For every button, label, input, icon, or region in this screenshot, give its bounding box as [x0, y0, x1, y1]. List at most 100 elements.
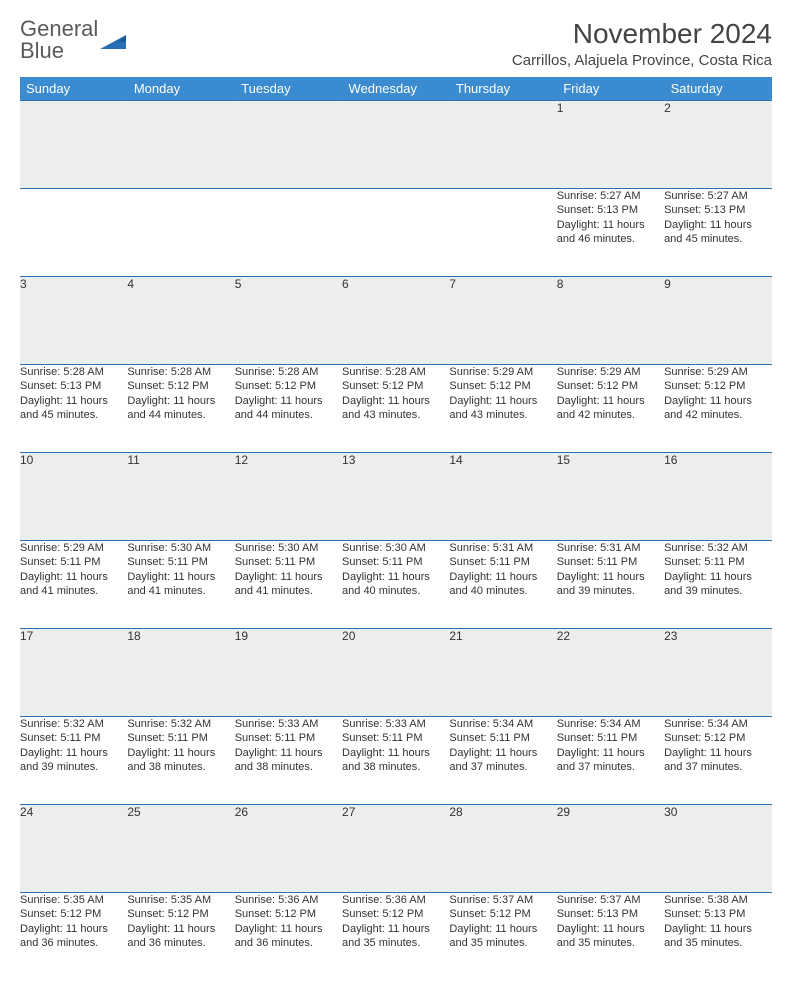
- day-header: Saturday: [664, 77, 771, 101]
- day-header: Monday: [127, 77, 234, 101]
- sunset-text: Sunset: 5:11 PM: [20, 731, 127, 745]
- sunrise-text: Sunrise: 5:32 AM: [664, 541, 771, 555]
- day-number-row: 3456789: [20, 277, 772, 365]
- sunset-text: Sunset: 5:12 PM: [449, 379, 556, 393]
- day-info-cell: [20, 189, 127, 277]
- day-info-cell: Sunrise: 5:28 AMSunset: 5:12 PMDaylight:…: [342, 365, 449, 453]
- day-info-cell: Sunrise: 5:30 AMSunset: 5:11 PMDaylight:…: [235, 541, 342, 629]
- day-info-cell: Sunrise: 5:37 AMSunset: 5:13 PMDaylight:…: [557, 893, 664, 981]
- day-number-cell: 9: [664, 277, 771, 365]
- daylight-text: Daylight: 11 hours and 44 minutes.: [235, 394, 342, 423]
- day-number-row: 12: [20, 101, 772, 189]
- day-number-cell: 19: [235, 629, 342, 717]
- daylight-text: Daylight: 11 hours and 41 minutes.: [127, 570, 234, 599]
- day-info-cell: [449, 189, 556, 277]
- day-info-cell: Sunrise: 5:27 AMSunset: 5:13 PMDaylight:…: [664, 189, 771, 277]
- day-number-cell: 27: [342, 805, 449, 893]
- sunset-text: Sunset: 5:12 PM: [557, 379, 664, 393]
- day-number-cell: 16: [664, 453, 771, 541]
- logo-line1: General: [20, 18, 98, 40]
- day-info-cell: [127, 189, 234, 277]
- day-info-cell: Sunrise: 5:29 AMSunset: 5:12 PMDaylight:…: [557, 365, 664, 453]
- sunrise-text: Sunrise: 5:32 AM: [20, 717, 127, 731]
- daylight-text: Daylight: 11 hours and 35 minutes.: [449, 922, 556, 951]
- calendar-table: Sunday Monday Tuesday Wednesday Thursday…: [20, 77, 772, 981]
- day-number-cell: 24: [20, 805, 127, 893]
- day-info-cell: Sunrise: 5:31 AMSunset: 5:11 PMDaylight:…: [449, 541, 556, 629]
- day-info-cell: Sunrise: 5:34 AMSunset: 5:12 PMDaylight:…: [664, 717, 771, 805]
- day-info-cell: Sunrise: 5:34 AMSunset: 5:11 PMDaylight:…: [449, 717, 556, 805]
- header: General Blue November 2024 Carrillos, Al…: [20, 18, 772, 69]
- sunrise-text: Sunrise: 5:36 AM: [342, 893, 449, 907]
- day-number-cell: 10: [20, 453, 127, 541]
- daylight-text: Daylight: 11 hours and 41 minutes.: [235, 570, 342, 599]
- day-info-cell: Sunrise: 5:32 AMSunset: 5:11 PMDaylight:…: [127, 717, 234, 805]
- sunrise-text: Sunrise: 5:29 AM: [557, 365, 664, 379]
- sunset-text: Sunset: 5:12 PM: [235, 907, 342, 921]
- sunrise-text: Sunrise: 5:32 AM: [127, 717, 234, 731]
- day-info-cell: Sunrise: 5:35 AMSunset: 5:12 PMDaylight:…: [20, 893, 127, 981]
- sunset-text: Sunset: 5:13 PM: [20, 379, 127, 393]
- day-number-cell: 12: [235, 453, 342, 541]
- daylight-text: Daylight: 11 hours and 36 minutes.: [20, 922, 127, 951]
- sunrise-text: Sunrise: 5:31 AM: [449, 541, 556, 555]
- day-info-row: Sunrise: 5:35 AMSunset: 5:12 PMDaylight:…: [20, 893, 772, 981]
- sunset-text: Sunset: 5:11 PM: [449, 731, 556, 745]
- sunset-text: Sunset: 5:12 PM: [127, 379, 234, 393]
- sunrise-text: Sunrise: 5:28 AM: [20, 365, 127, 379]
- sunset-text: Sunset: 5:11 PM: [557, 731, 664, 745]
- day-number-cell: [342, 101, 449, 189]
- title-block: November 2024 Carrillos, Alajuela Provin…: [512, 18, 772, 69]
- day-number-cell: 6: [342, 277, 449, 365]
- day-info-cell: Sunrise: 5:29 AMSunset: 5:12 PMDaylight:…: [664, 365, 771, 453]
- logo-line2: Blue: [20, 40, 98, 62]
- daylight-text: Daylight: 11 hours and 38 minutes.: [235, 746, 342, 775]
- sunrise-text: Sunrise: 5:37 AM: [557, 893, 664, 907]
- daylight-text: Daylight: 11 hours and 38 minutes.: [127, 746, 234, 775]
- day-info-row: Sunrise: 5:32 AMSunset: 5:11 PMDaylight:…: [20, 717, 772, 805]
- daylight-text: Daylight: 11 hours and 40 minutes.: [342, 570, 449, 599]
- day-info-row: Sunrise: 5:29 AMSunset: 5:11 PMDaylight:…: [20, 541, 772, 629]
- sunset-text: Sunset: 5:11 PM: [557, 555, 664, 569]
- daylight-text: Daylight: 11 hours and 38 minutes.: [342, 746, 449, 775]
- sunset-text: Sunset: 5:12 PM: [342, 907, 449, 921]
- day-info-cell: Sunrise: 5:33 AMSunset: 5:11 PMDaylight:…: [235, 717, 342, 805]
- day-number-cell: 26: [235, 805, 342, 893]
- day-info-cell: [342, 189, 449, 277]
- sunset-text: Sunset: 5:12 PM: [20, 907, 127, 921]
- sunset-text: Sunset: 5:12 PM: [342, 379, 449, 393]
- day-number-cell: 5: [235, 277, 342, 365]
- sunrise-text: Sunrise: 5:28 AM: [342, 365, 449, 379]
- day-info-cell: [235, 189, 342, 277]
- sunrise-text: Sunrise: 5:36 AM: [235, 893, 342, 907]
- day-number-cell: 18: [127, 629, 234, 717]
- sunset-text: Sunset: 5:12 PM: [664, 731, 771, 745]
- day-number-cell: [127, 101, 234, 189]
- daylight-text: Daylight: 11 hours and 37 minutes.: [664, 746, 771, 775]
- sunrise-text: Sunrise: 5:29 AM: [20, 541, 127, 555]
- day-info-cell: Sunrise: 5:32 AMSunset: 5:11 PMDaylight:…: [20, 717, 127, 805]
- sunset-text: Sunset: 5:11 PM: [127, 555, 234, 569]
- day-header: Friday: [557, 77, 664, 101]
- daylight-text: Daylight: 11 hours and 39 minutes.: [20, 746, 127, 775]
- sunrise-text: Sunrise: 5:35 AM: [20, 893, 127, 907]
- sunset-text: Sunset: 5:13 PM: [557, 907, 664, 921]
- sunset-text: Sunset: 5:11 PM: [235, 555, 342, 569]
- day-header: Tuesday: [235, 77, 342, 101]
- daylight-text: Daylight: 11 hours and 35 minutes.: [342, 922, 449, 951]
- daylight-text: Daylight: 11 hours and 39 minutes.: [557, 570, 664, 599]
- sunrise-text: Sunrise: 5:34 AM: [449, 717, 556, 731]
- daylight-text: Daylight: 11 hours and 40 minutes.: [449, 570, 556, 599]
- sunrise-text: Sunrise: 5:38 AM: [664, 893, 771, 907]
- day-info-cell: Sunrise: 5:38 AMSunset: 5:13 PMDaylight:…: [664, 893, 771, 981]
- sunset-text: Sunset: 5:11 PM: [664, 555, 771, 569]
- day-number-cell: 17: [20, 629, 127, 717]
- day-info-cell: Sunrise: 5:28 AMSunset: 5:12 PMDaylight:…: [127, 365, 234, 453]
- day-number-cell: [20, 101, 127, 189]
- day-number-cell: 4: [127, 277, 234, 365]
- daylight-text: Daylight: 11 hours and 41 minutes.: [20, 570, 127, 599]
- day-header: Thursday: [449, 77, 556, 101]
- day-info-cell: Sunrise: 5:30 AMSunset: 5:11 PMDaylight:…: [127, 541, 234, 629]
- day-info-cell: Sunrise: 5:33 AMSunset: 5:11 PMDaylight:…: [342, 717, 449, 805]
- day-info-cell: Sunrise: 5:34 AMSunset: 5:11 PMDaylight:…: [557, 717, 664, 805]
